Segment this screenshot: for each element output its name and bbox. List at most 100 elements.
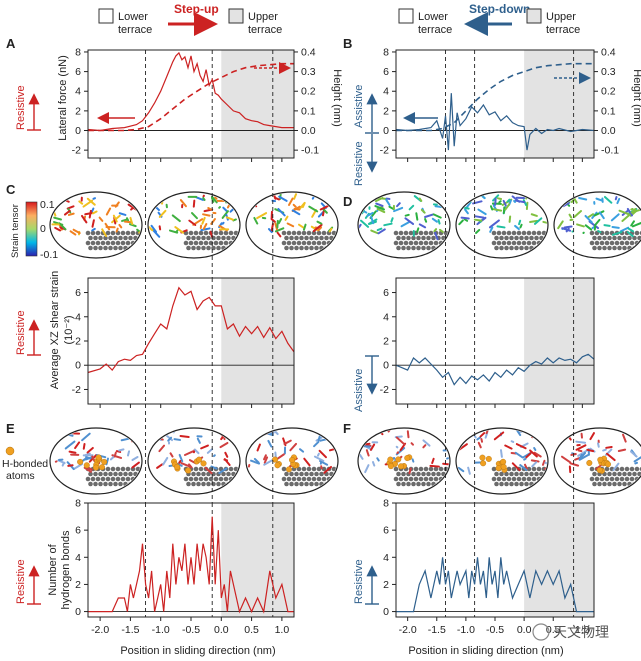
graphite-atom: [617, 481, 622, 487]
graphite-atom: [329, 481, 334, 487]
bond: [292, 203, 297, 208]
graphite-atom: [218, 240, 224, 246]
bond: [263, 459, 274, 466]
graphite-atom: [559, 246, 564, 251]
graphite-atom: [294, 235, 299, 241]
graphite-atom: [347, 231, 352, 236]
xlabel-right: Position in sliding direction (nm): [408, 645, 563, 657]
hbonded-atom: [397, 463, 404, 470]
graphite-atom: [296, 240, 302, 246]
graphite-atom: [396, 235, 401, 241]
graphite-atom: [349, 236, 354, 241]
graphite-atom: [511, 240, 517, 246]
bond: [202, 223, 208, 230]
bond: [596, 442, 600, 448]
graphite-atom: [521, 230, 527, 236]
bond: [400, 220, 411, 228]
bond: [179, 434, 190, 438]
graphite-atom: [529, 471, 534, 477]
graphite-atom: [344, 246, 349, 251]
graphite-atom: [88, 235, 93, 241]
bond: [506, 198, 511, 203]
ytick-label: 0: [383, 125, 389, 137]
graphite-atom: [504, 471, 509, 477]
bond: [395, 436, 406, 446]
graphite-atom: [123, 235, 128, 241]
graphite-atom: [396, 471, 401, 477]
bond: [464, 208, 469, 215]
xtick-label: -0.5: [486, 624, 504, 636]
graphite-atom: [423, 230, 429, 236]
graphite-atom: [244, 477, 249, 482]
bond: [210, 465, 218, 470]
graphite-atom: [617, 471, 622, 477]
graphite-atom: [521, 240, 527, 246]
graphite-atom: [416, 471, 421, 477]
series-lateral-force: [87, 51, 294, 132]
graphite-atom: [125, 230, 131, 236]
bond: [253, 457, 260, 464]
bond: [519, 223, 523, 229]
bond: [518, 219, 522, 226]
graphite-atom: [393, 466, 399, 472]
ytick-label: 0: [75, 360, 81, 372]
graphite-atom: [281, 240, 287, 246]
graphite-atom: [531, 466, 537, 472]
graphite-atom: [296, 230, 302, 236]
bond: [523, 457, 527, 461]
graphite-atom: [110, 476, 116, 482]
graphite-atom: [552, 241, 557, 246]
bond: [542, 435, 547, 438]
graphite-atom: [311, 476, 317, 482]
ytick-label: 0: [75, 125, 81, 137]
graphite-atom: [251, 246, 256, 251]
graphite-atom: [206, 235, 211, 241]
md-snapshots: [49, 191, 641, 495]
graphite-atom: [411, 481, 416, 487]
graphite-atom: [304, 471, 309, 477]
graphite-atom: [299, 235, 304, 241]
hbonded-atom: [604, 461, 611, 468]
graphite-atom: [622, 245, 627, 251]
graphite-atom: [334, 481, 337, 487]
bond: [479, 432, 486, 438]
y2tick-label: 0.4: [301, 46, 316, 58]
bond: [129, 216, 134, 226]
bond: [319, 205, 329, 211]
upper-terrace-label: Upper terrace: [546, 11, 580, 36]
xtick-label: -1.0: [457, 624, 475, 636]
graphite-atom: [454, 241, 459, 246]
ytick-label: 8: [75, 46, 81, 58]
graphite-atom: [524, 471, 529, 477]
graphite-atom: [95, 230, 101, 236]
bond: [156, 463, 164, 469]
bond: [115, 450, 122, 453]
chart-c: -2 0 2 4 6: [72, 277, 295, 408]
graphite-atom: [193, 240, 199, 246]
graphite-atom: [514, 471, 519, 477]
graphite-atom: [461, 482, 466, 487]
graphite-atom: [524, 245, 529, 251]
y2tick-label: -0.1: [601, 145, 619, 157]
graphite-atom: [339, 246, 344, 251]
bond: [557, 220, 564, 230]
bond: [510, 440, 515, 443]
graphite-atom: [436, 471, 441, 477]
bond: [385, 198, 391, 207]
graphite-atom: [226, 471, 231, 477]
snapshot-ellipse: [455, 191, 564, 259]
resistive-label: Resistive: [15, 310, 27, 355]
graphite-atom: [138, 245, 141, 251]
graphite-atom: [501, 240, 507, 246]
legend-step-down: Lower terrace Step-down Upper terrace: [398, 2, 580, 36]
bond: [611, 225, 620, 229]
y2tick-label: 0.3: [301, 66, 316, 78]
bond: [404, 217, 415, 225]
bond: [529, 219, 539, 223]
upper-terrace-shade: [524, 503, 594, 617]
graphite-atom: [103, 235, 108, 241]
bond: [69, 230, 77, 236]
graphite-atom: [418, 240, 424, 246]
bond: [78, 200, 84, 205]
bond: [519, 464, 528, 471]
